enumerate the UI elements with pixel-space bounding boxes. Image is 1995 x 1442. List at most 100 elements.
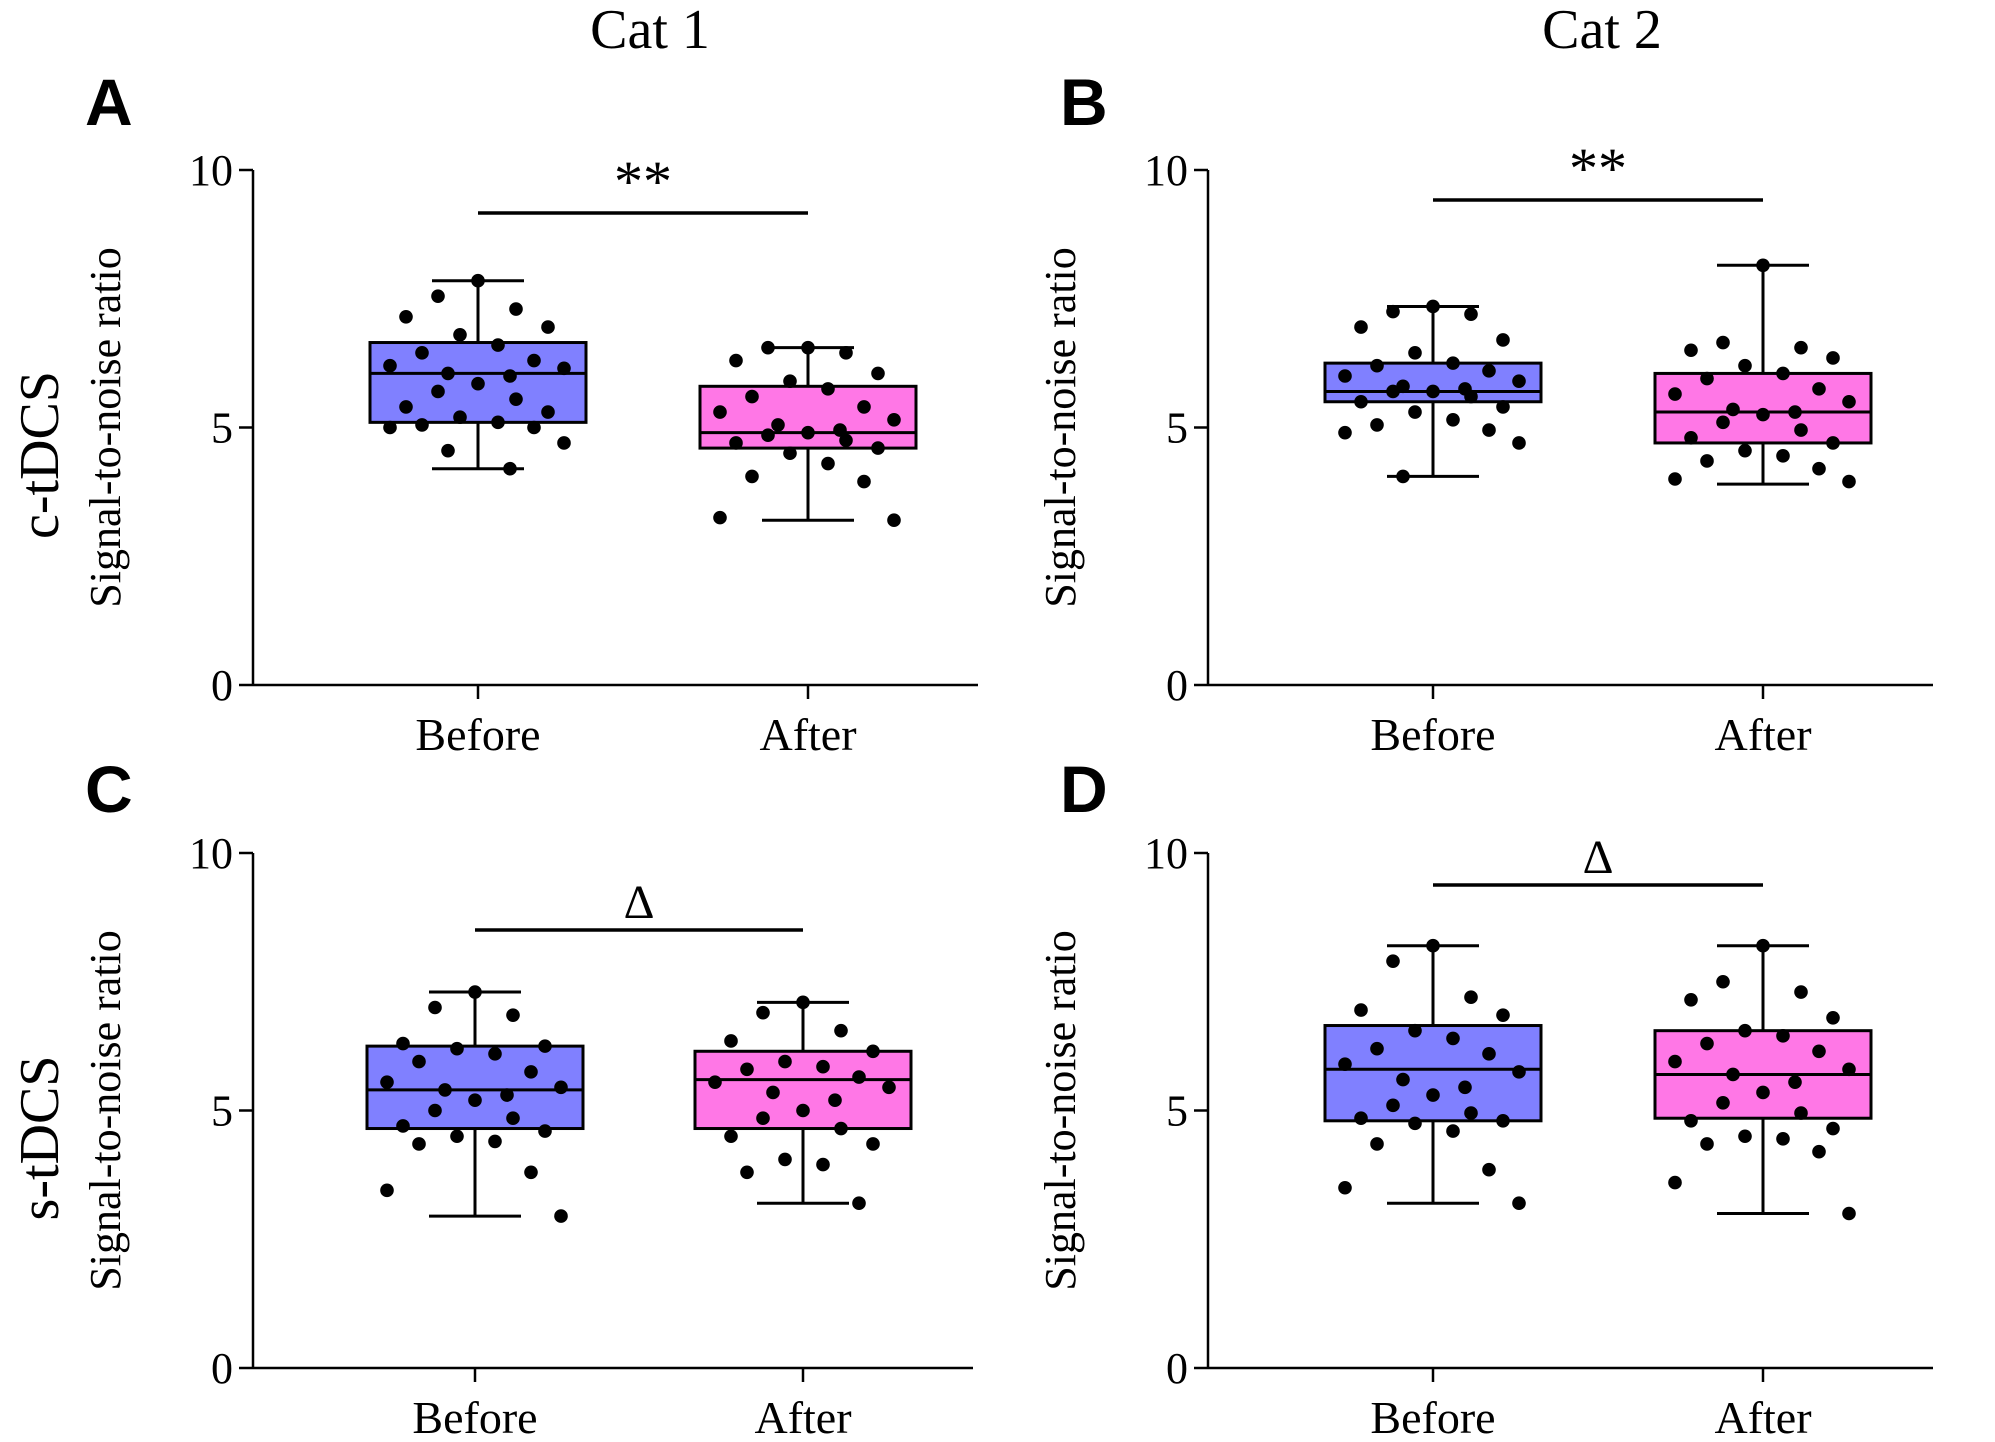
data-point [509,302,523,316]
data-point [1370,358,1384,373]
data-point [882,1080,896,1095]
data-point [1370,1041,1384,1056]
data-point [1700,454,1714,468]
data-point [1756,1085,1770,1100]
data-point [852,1070,866,1084]
y-axis-label: Signal-to-noise ratio [81,247,130,608]
data-point [488,1134,502,1149]
data-point [1668,472,1682,486]
x-tick-label: After [1714,1392,1811,1442]
data-point [1464,389,1478,404]
data-point [1482,423,1496,437]
data-point [1446,1031,1460,1046]
y-tick-label: 5 [1166,404,1188,453]
data-point [778,1054,792,1069]
data-point [412,1137,426,1151]
data-point [1668,1175,1682,1190]
data-point [1386,384,1400,399]
data-point [839,433,853,448]
data-point [471,273,485,288]
data-point [708,1075,722,1089]
box-after [1653,258,1873,489]
data-point [1512,374,1526,388]
data-point [1338,1057,1352,1071]
y-tick-label: 5 [211,404,233,453]
data-point [491,415,505,430]
data-point [887,412,901,427]
data-point [834,1023,848,1038]
data-point [1464,307,1478,322]
data-point [431,384,445,399]
data-point [554,1209,568,1223]
data-point [1812,1144,1826,1159]
y-tick-label: 5 [1166,1087,1188,1136]
data-point [1794,1106,1808,1120]
data-point [796,1103,810,1118]
data-point [1354,1003,1368,1017]
data-point [871,366,885,381]
data-point [1756,938,1770,953]
data-point [1812,461,1826,476]
data-point [887,513,901,527]
data-point [724,1129,738,1144]
data-point [761,428,775,443]
data-point [1446,356,1460,370]
x-tick-label: Before [412,1392,537,1442]
data-point [816,1059,830,1074]
data-point [1496,400,1510,414]
column-title-cat2: Cat 2 [1542,0,1662,61]
data-point [524,1165,538,1180]
data-point [821,382,835,396]
data-point [383,420,397,435]
data-point [1826,351,1840,365]
data-point [1338,1180,1352,1195]
data-point [740,1062,754,1077]
box-rect [365,1044,585,1131]
data-point [745,389,759,404]
data-point [1812,1044,1826,1059]
y-axis-label: Signal-to-noise ratio [81,930,130,1291]
data-point [1396,469,1410,484]
data-point [1446,1124,1460,1138]
data-point [399,309,413,324]
panel-letter: A [85,65,133,139]
data-point [450,1041,464,1056]
data-point [1776,1029,1790,1043]
y-tick-label: 0 [1166,1344,1188,1393]
panel-c: C Signal-to-noise ratio 0 5 10 Before After Δ [81,752,973,1442]
data-point [724,1034,738,1048]
data-point [1826,1011,1840,1025]
data-point [1826,436,1840,450]
data-point [396,1036,410,1051]
significance-marker: Δ [624,876,655,929]
data-point [1354,320,1368,334]
data-point [1756,258,1770,273]
data-point [796,995,810,1010]
data-point [1408,405,1422,419]
data-point [1684,431,1698,445]
data-point [871,441,885,455]
data-point [1842,1062,1856,1077]
data-point [766,1085,780,1100]
data-point [839,346,853,360]
data-point [1338,425,1352,440]
data-point [412,1054,426,1069]
data-point [509,392,523,406]
box-before [368,273,588,476]
data-point [857,474,871,489]
data-point [471,376,485,391]
data-point [783,374,797,388]
y-tick-label: 0 [211,1344,233,1393]
box-after [698,340,918,527]
y-tick-label: 10 [1144,829,1188,878]
data-point [1668,387,1682,401]
data-point [1482,1162,1496,1177]
panel-letter: D [1060,752,1108,826]
data-point [761,340,775,355]
data-point [1496,1008,1510,1023]
x-tick-label: After [754,1392,851,1442]
data-point [1386,304,1400,319]
data-point [1700,371,1714,386]
data-point [527,420,541,435]
data-point [821,456,835,471]
